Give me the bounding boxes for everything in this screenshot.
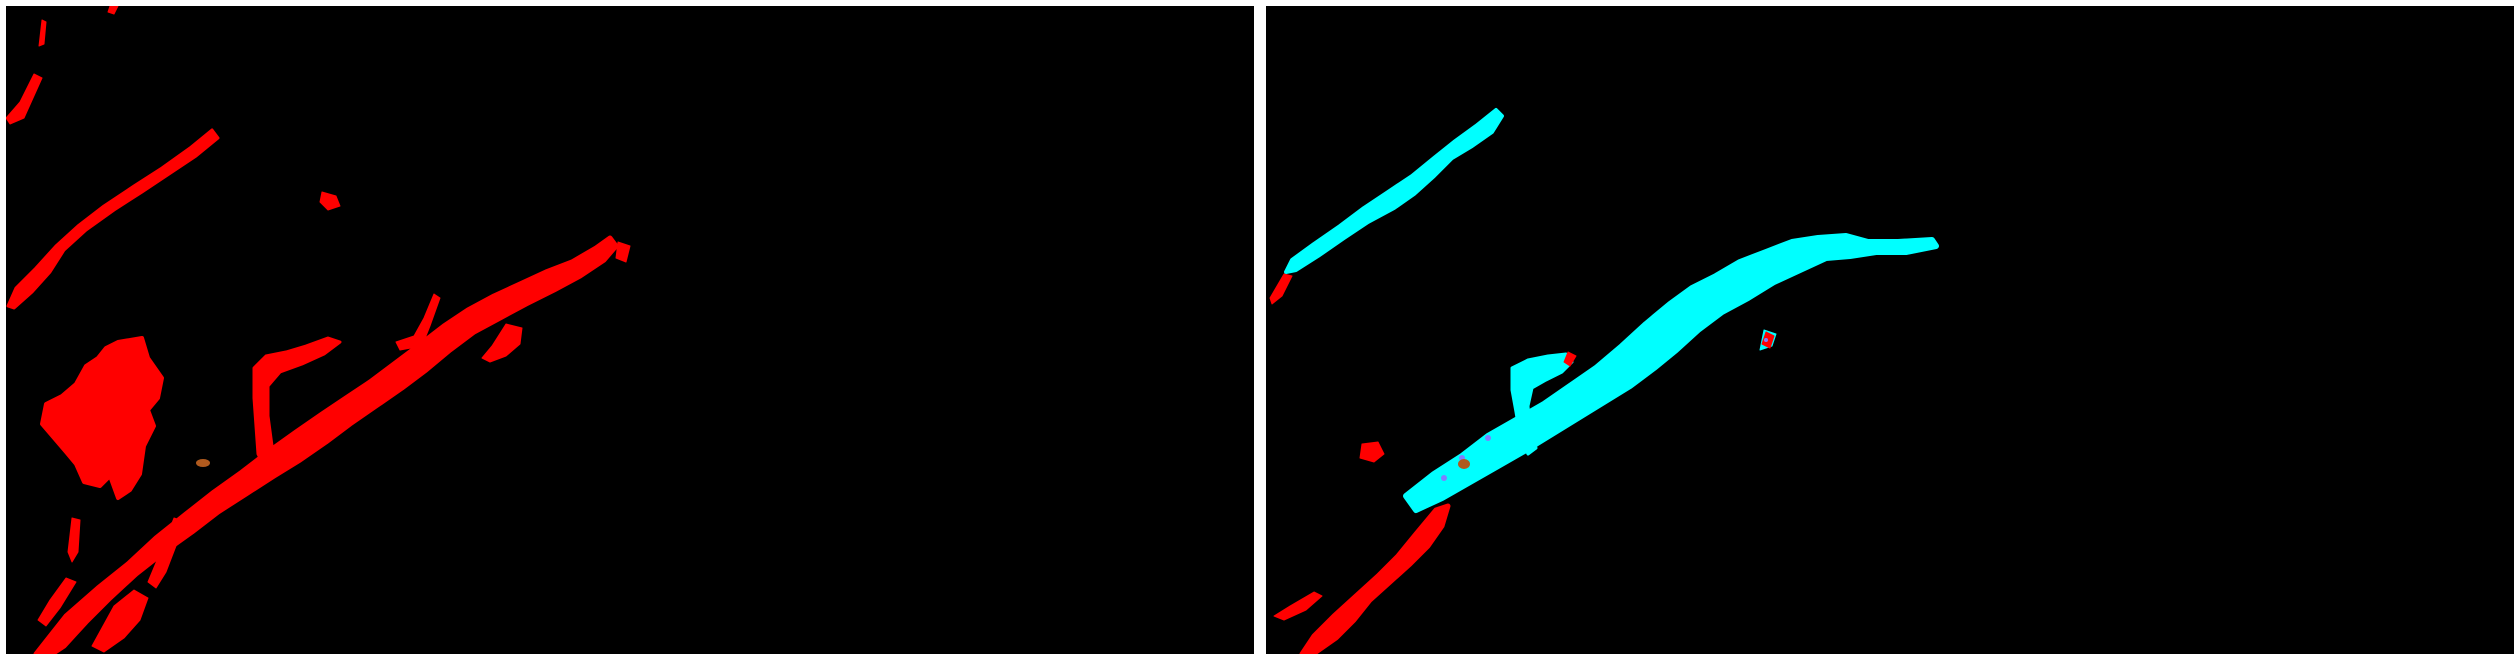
crack-upper-diagonal xyxy=(6,128,220,310)
brown-dot-right xyxy=(1458,459,1470,469)
segmentation-panel-right xyxy=(1266,6,2514,654)
blob-upper-middle xyxy=(319,191,341,211)
crack-lower-vertical xyxy=(67,517,81,563)
red-crack-upper-tip xyxy=(1269,273,1293,305)
red-hook-tip xyxy=(1563,351,1577,367)
crack-top-left-tip xyxy=(38,19,47,47)
crack-left-short xyxy=(6,73,43,125)
mixed-dot-3 xyxy=(1441,475,1447,481)
mixed-dot-4 xyxy=(1764,338,1768,342)
red-segments-right xyxy=(1269,273,1775,654)
mask-left-svg xyxy=(6,6,631,654)
red-small-blob xyxy=(1359,441,1385,463)
cyan-crack-hook xyxy=(1510,352,1574,456)
segmentation-panel-left xyxy=(6,6,1254,654)
blotch-lower-left xyxy=(40,336,164,500)
cyan-crack-upper xyxy=(1284,108,1504,274)
brown-dot-left xyxy=(196,459,210,467)
red-crack-bottom-left xyxy=(1273,591,1323,621)
cyan-crack-short xyxy=(1653,305,1689,345)
cyan-crack-main xyxy=(1403,233,1939,513)
cyan-segments-right xyxy=(1284,108,1939,513)
mixed-dot-1 xyxy=(1485,435,1491,441)
crack-short-right xyxy=(481,323,523,363)
crack-lower-branch xyxy=(147,517,187,589)
crack-far-tip xyxy=(615,241,631,263)
red-crack-lower xyxy=(1299,503,1451,654)
crack-branch-vertical xyxy=(252,336,342,476)
crack-top-edge xyxy=(107,6,119,15)
crack-short-upper xyxy=(395,293,441,351)
crack-main-lower-lobe xyxy=(91,589,149,653)
crack-lower-left xyxy=(37,577,77,627)
red-segments-left xyxy=(6,6,631,654)
mask-right-svg xyxy=(1269,108,1939,654)
